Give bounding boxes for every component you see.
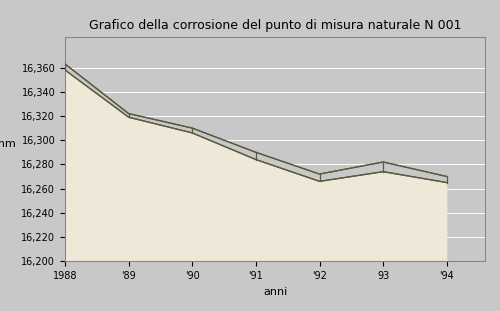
X-axis label: anni: anni	[263, 286, 287, 296]
Y-axis label: mm: mm	[0, 139, 16, 149]
Title: Grafico della corrosione del punto di misura naturale N 001: Grafico della corrosione del punto di mi…	[89, 19, 461, 32]
